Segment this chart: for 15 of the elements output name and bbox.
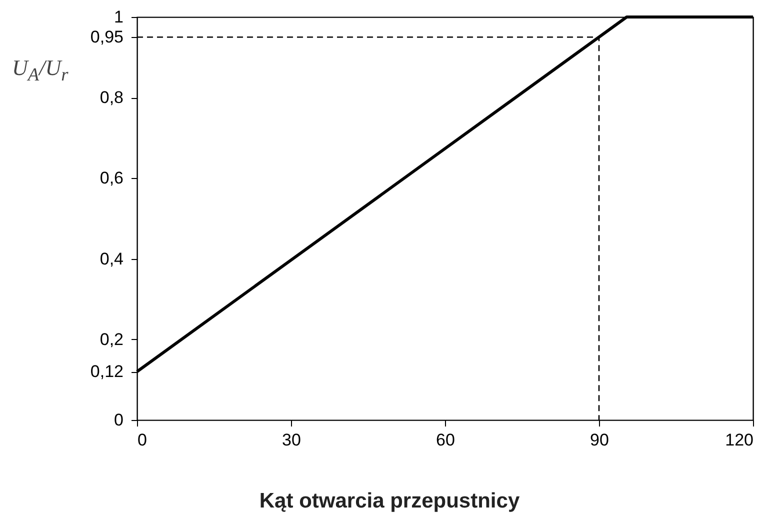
y-tick-label: 0,4 (100, 249, 124, 268)
x-axis-title: Kąt otwarcia przepustnicy (259, 490, 520, 512)
x-tick-label: 60 (436, 430, 455, 450)
x-tick-label: 90 (590, 430, 609, 450)
y-axis-title: U$_{A}$/U$_{r}$ (12, 55, 68, 86)
x-tick-label: 30 (282, 430, 301, 450)
x-tick-label: 120 (725, 430, 754, 450)
y-tick-label: 0,2 (100, 330, 124, 349)
y-tick-label: 0,8 (100, 88, 124, 108)
text: 0 (114, 410, 124, 430)
y-tick-label: 0,6 (100, 168, 124, 188)
y-tick-label: 1 (114, 8, 124, 26)
x-tick-label: 0 (138, 430, 147, 450)
y-tick-label: 0,95 (90, 28, 124, 47)
y-tick-label: 0,12 (90, 362, 124, 382)
